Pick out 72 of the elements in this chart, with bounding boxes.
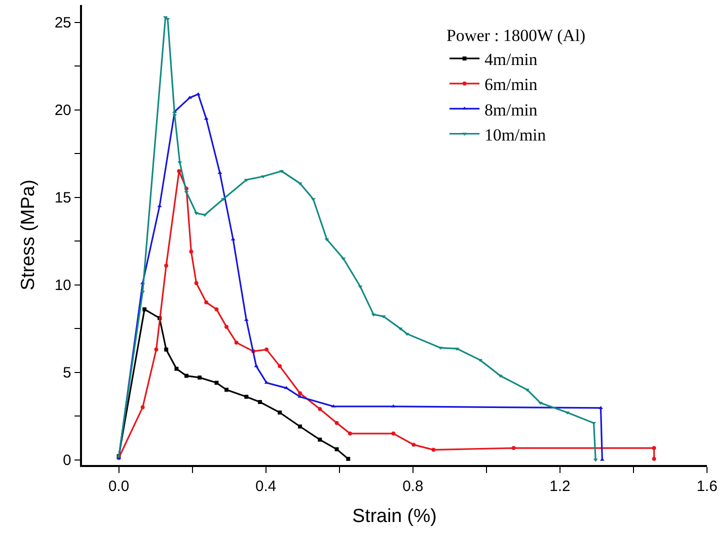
x-tick-label: 0.8	[402, 478, 424, 495]
point	[224, 388, 228, 392]
x-tick-label: 0.0	[108, 478, 130, 495]
point	[278, 410, 282, 415]
legend-label: 10m/min	[484, 125, 546, 144]
point	[164, 348, 168, 352]
point	[348, 432, 352, 436]
point	[174, 366, 178, 371]
point	[184, 374, 188, 378]
point	[334, 447, 339, 452]
y-tick-label: 5	[62, 364, 72, 382]
point	[341, 258, 346, 261]
y-tick-label: 15	[54, 190, 72, 207]
point	[298, 424, 302, 429]
point	[198, 376, 202, 380]
point	[318, 407, 322, 412]
point	[318, 438, 322, 442]
point	[298, 391, 302, 396]
point	[214, 307, 219, 312]
point	[234, 340, 238, 345]
point	[371, 314, 376, 317]
line-series	[116, 16, 598, 462]
point	[244, 318, 249, 321]
point	[431, 448, 436, 452]
point	[140, 405, 145, 410]
y-tick-label: 10	[54, 277, 72, 294]
point	[298, 182, 302, 186]
point	[244, 394, 248, 399]
point	[652, 446, 656, 450]
point	[278, 364, 282, 368]
point	[358, 286, 363, 289]
point	[391, 432, 396, 436]
point	[214, 380, 219, 385]
point	[218, 170, 222, 174]
point	[412, 442, 416, 447]
point	[142, 307, 146, 312]
point	[454, 348, 460, 351]
point	[264, 348, 269, 352]
x-tick-label: 0.4	[255, 478, 276, 495]
point	[244, 178, 249, 182]
legend-label: 6m/min	[484, 75, 538, 94]
y-tick-label: 0	[62, 452, 72, 469]
y-tick-label: 20	[54, 102, 72, 120]
legend-label: 8m/min	[484, 100, 538, 120]
point	[279, 170, 284, 174]
point	[189, 250, 194, 254]
point	[331, 404, 336, 408]
point	[194, 281, 198, 286]
point	[324, 238, 330, 242]
point	[346, 456, 350, 461]
x-axis-title: Strain (%)	[352, 506, 437, 528]
point	[220, 198, 226, 202]
point	[334, 421, 339, 426]
x-tick-label: 1.2	[550, 478, 570, 495]
point	[164, 264, 168, 268]
point	[652, 456, 656, 461]
point	[224, 324, 228, 329]
point	[284, 386, 289, 390]
legend-label: 4m/min	[484, 50, 538, 70]
y-axis-title: Stress (MPa)	[18, 180, 39, 290]
point	[177, 169, 182, 174]
point	[204, 300, 208, 304]
point	[512, 446, 516, 450]
legend-title: Power : 1800W (Al)	[446, 26, 586, 45]
point	[258, 400, 262, 404]
point	[194, 212, 199, 216]
point	[154, 348, 158, 352]
point	[184, 191, 189, 194]
point	[391, 404, 396, 408]
point	[398, 328, 403, 331]
y-tick-label: 25	[54, 14, 72, 32]
x-tick-label: 1.6	[696, 478, 718, 495]
